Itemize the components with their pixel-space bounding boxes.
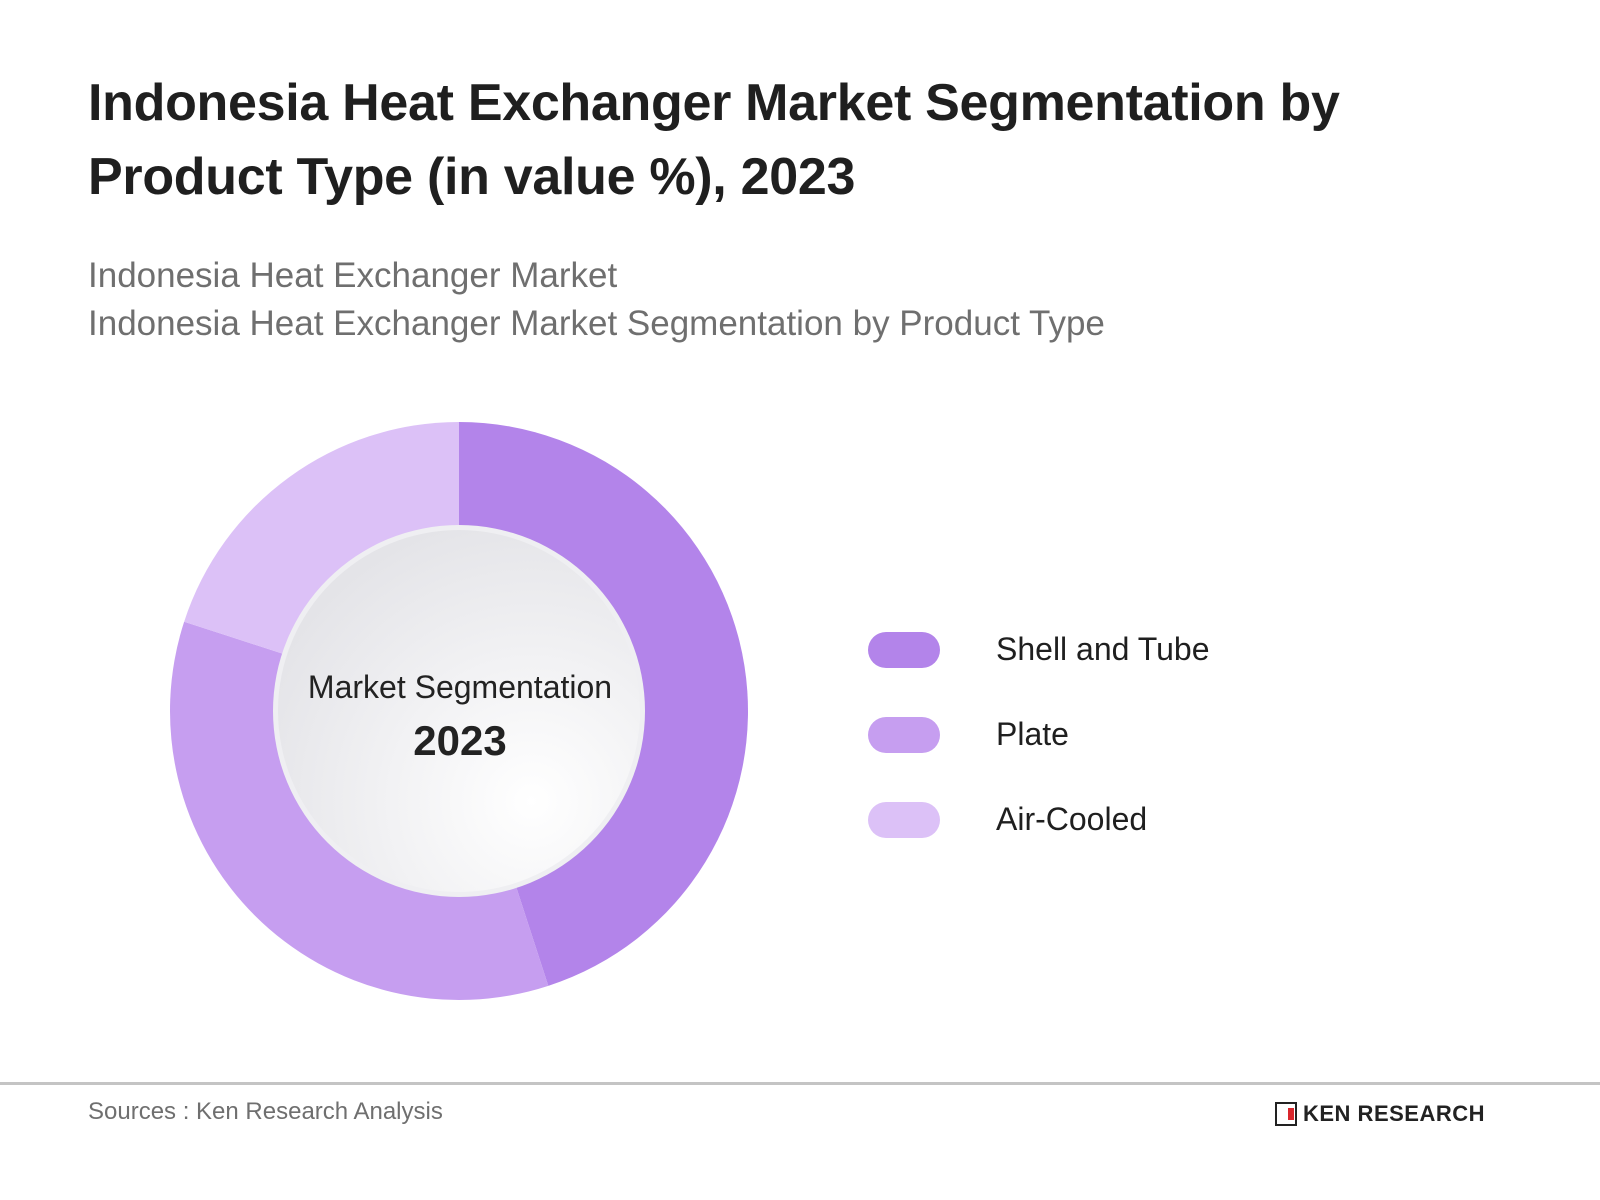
legend-swatch — [868, 716, 940, 753]
legend-item-shell-and-tube: Shell and Tube — [868, 607, 1210, 692]
chart-subtitle: Indonesia Heat Exchanger Market Indonesi… — [88, 252, 1105, 348]
donut-chart — [169, 422, 749, 1000]
center-label-title: Market Segmentation — [307, 669, 613, 705]
legend-label: Shell and Tube — [996, 631, 1210, 667]
source-note: Sources : Ken Research Analysis — [88, 1098, 443, 1125]
legend-item-air-cooled: Air-Cooled — [868, 777, 1210, 862]
footer-divider — [0, 1082, 1600, 1085]
legend: Shell and Tube Plate Air-Cooled — [868, 607, 1210, 862]
center-label: Market Segmentation 2023 — [280, 665, 640, 771]
legend-swatch — [868, 801, 940, 838]
logo-k-icon — [1275, 1102, 1297, 1126]
chart-title: Indonesia Heat Exchanger Market Segmenta… — [88, 74, 1340, 206]
donut-center — [278, 530, 640, 892]
center-label-year: 2023 — [413, 717, 507, 764]
ken-research-logo: KEN RESEARCH — [1275, 1101, 1485, 1127]
legend-swatch — [868, 631, 940, 668]
legend-item-plate: Plate — [868, 692, 1210, 777]
subtitle-line-2: Indonesia Heat Exchanger Market Segmenta… — [88, 304, 1105, 343]
subtitle-line-1: Indonesia Heat Exchanger Market — [88, 256, 618, 295]
chart-area: Market Segmentation 2023 Shell and Tube … — [0, 400, 1600, 1040]
legend-label: Plate — [996, 716, 1069, 752]
legend-label: Air-Cooled — [996, 801, 1148, 837]
logo-text: KEN RESEARCH — [1303, 1101, 1486, 1126]
